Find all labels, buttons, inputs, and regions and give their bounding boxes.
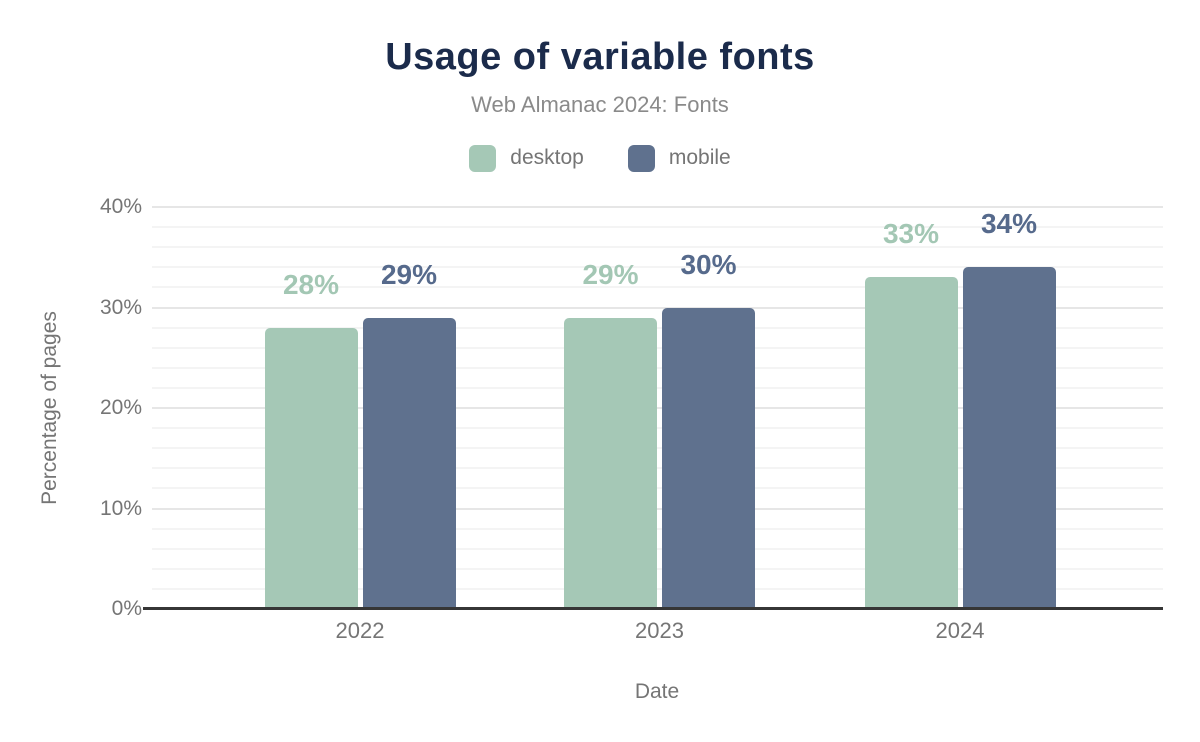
value-label-mobile-2023: 30%: [680, 248, 737, 280]
y-tick-0%: 0%: [111, 597, 142, 620]
gridline-14: [152, 467, 1163, 470]
gridline-30: [152, 306, 1163, 309]
bar-mobile-2024[interactable]: [962, 267, 1056, 609]
value-label-desktop-2024: 33%: [882, 218, 940, 250]
mobile-swatch-icon: [627, 144, 655, 172]
gridline-34: [152, 266, 1163, 269]
bar-desktop-2024[interactable]: [864, 277, 958, 609]
bar-mobile-2023[interactable]: [662, 307, 755, 609]
y-tick-30%: 30%: [99, 295, 142, 319]
value-label-mobile-2024: 34%: [980, 208, 1038, 240]
legend-label-desktop: desktop: [510, 146, 584, 169]
gridline-2: [152, 587, 1163, 590]
gridline-12: [152, 487, 1163, 490]
gridline-16: [152, 447, 1163, 450]
gridline-32: [152, 286, 1163, 289]
gridline-6: [152, 547, 1163, 550]
gridline-22: [152, 386, 1163, 389]
desktop-swatch-icon: [469, 144, 497, 172]
value-label-desktop-2023: 29%: [582, 258, 639, 290]
y-tick-20%: 20%: [99, 396, 142, 419]
legend-item-mobile[interactable]: mobile: [627, 144, 731, 172]
gridline-10: [152, 507, 1163, 510]
gridline-36: [152, 246, 1163, 249]
x-tick-2024: 2024: [935, 618, 985, 643]
y-tick-40%: 40%: [99, 195, 142, 218]
gridline-38: [152, 226, 1163, 229]
bar-desktop-2022[interactable]: [264, 327, 358, 609]
legend: desktop mobile: [0, 143, 1200, 173]
gridline-4: [152, 567, 1163, 570]
x-axis-line: [143, 607, 1163, 610]
gridline-20: [152, 407, 1163, 409]
legend-label-mobile: mobile: [668, 146, 731, 169]
y-tick-10%: 10%: [99, 496, 142, 520]
legend-item-desktop[interactable]: desktop: [469, 144, 584, 172]
gridline-24: [152, 366, 1163, 369]
plot-area: 28% 29% 33% 29% 30% 34%: [152, 206, 1163, 609]
gridline-8: [152, 527, 1163, 530]
chart-subtitle: Web Almanac 2024: Fonts: [471, 92, 729, 117]
gridline-18: [152, 427, 1163, 430]
chart-title: Usage of variable fonts: [385, 36, 815, 78]
gridline-40: [152, 206, 1163, 208]
x-tick-2022: 2022: [335, 618, 385, 643]
gridline-26: [152, 346, 1163, 349]
x-tick-2023: 2023: [635, 618, 684, 643]
bar-desktop-2023[interactable]: [564, 317, 657, 609]
value-label-desktop-2022: 28%: [282, 268, 340, 300]
bar-mobile-2022[interactable]: [362, 317, 456, 609]
x-axis-title: Date: [634, 680, 680, 703]
gridline-28: [152, 326, 1163, 329]
value-label-mobile-2022: 29%: [380, 258, 438, 290]
